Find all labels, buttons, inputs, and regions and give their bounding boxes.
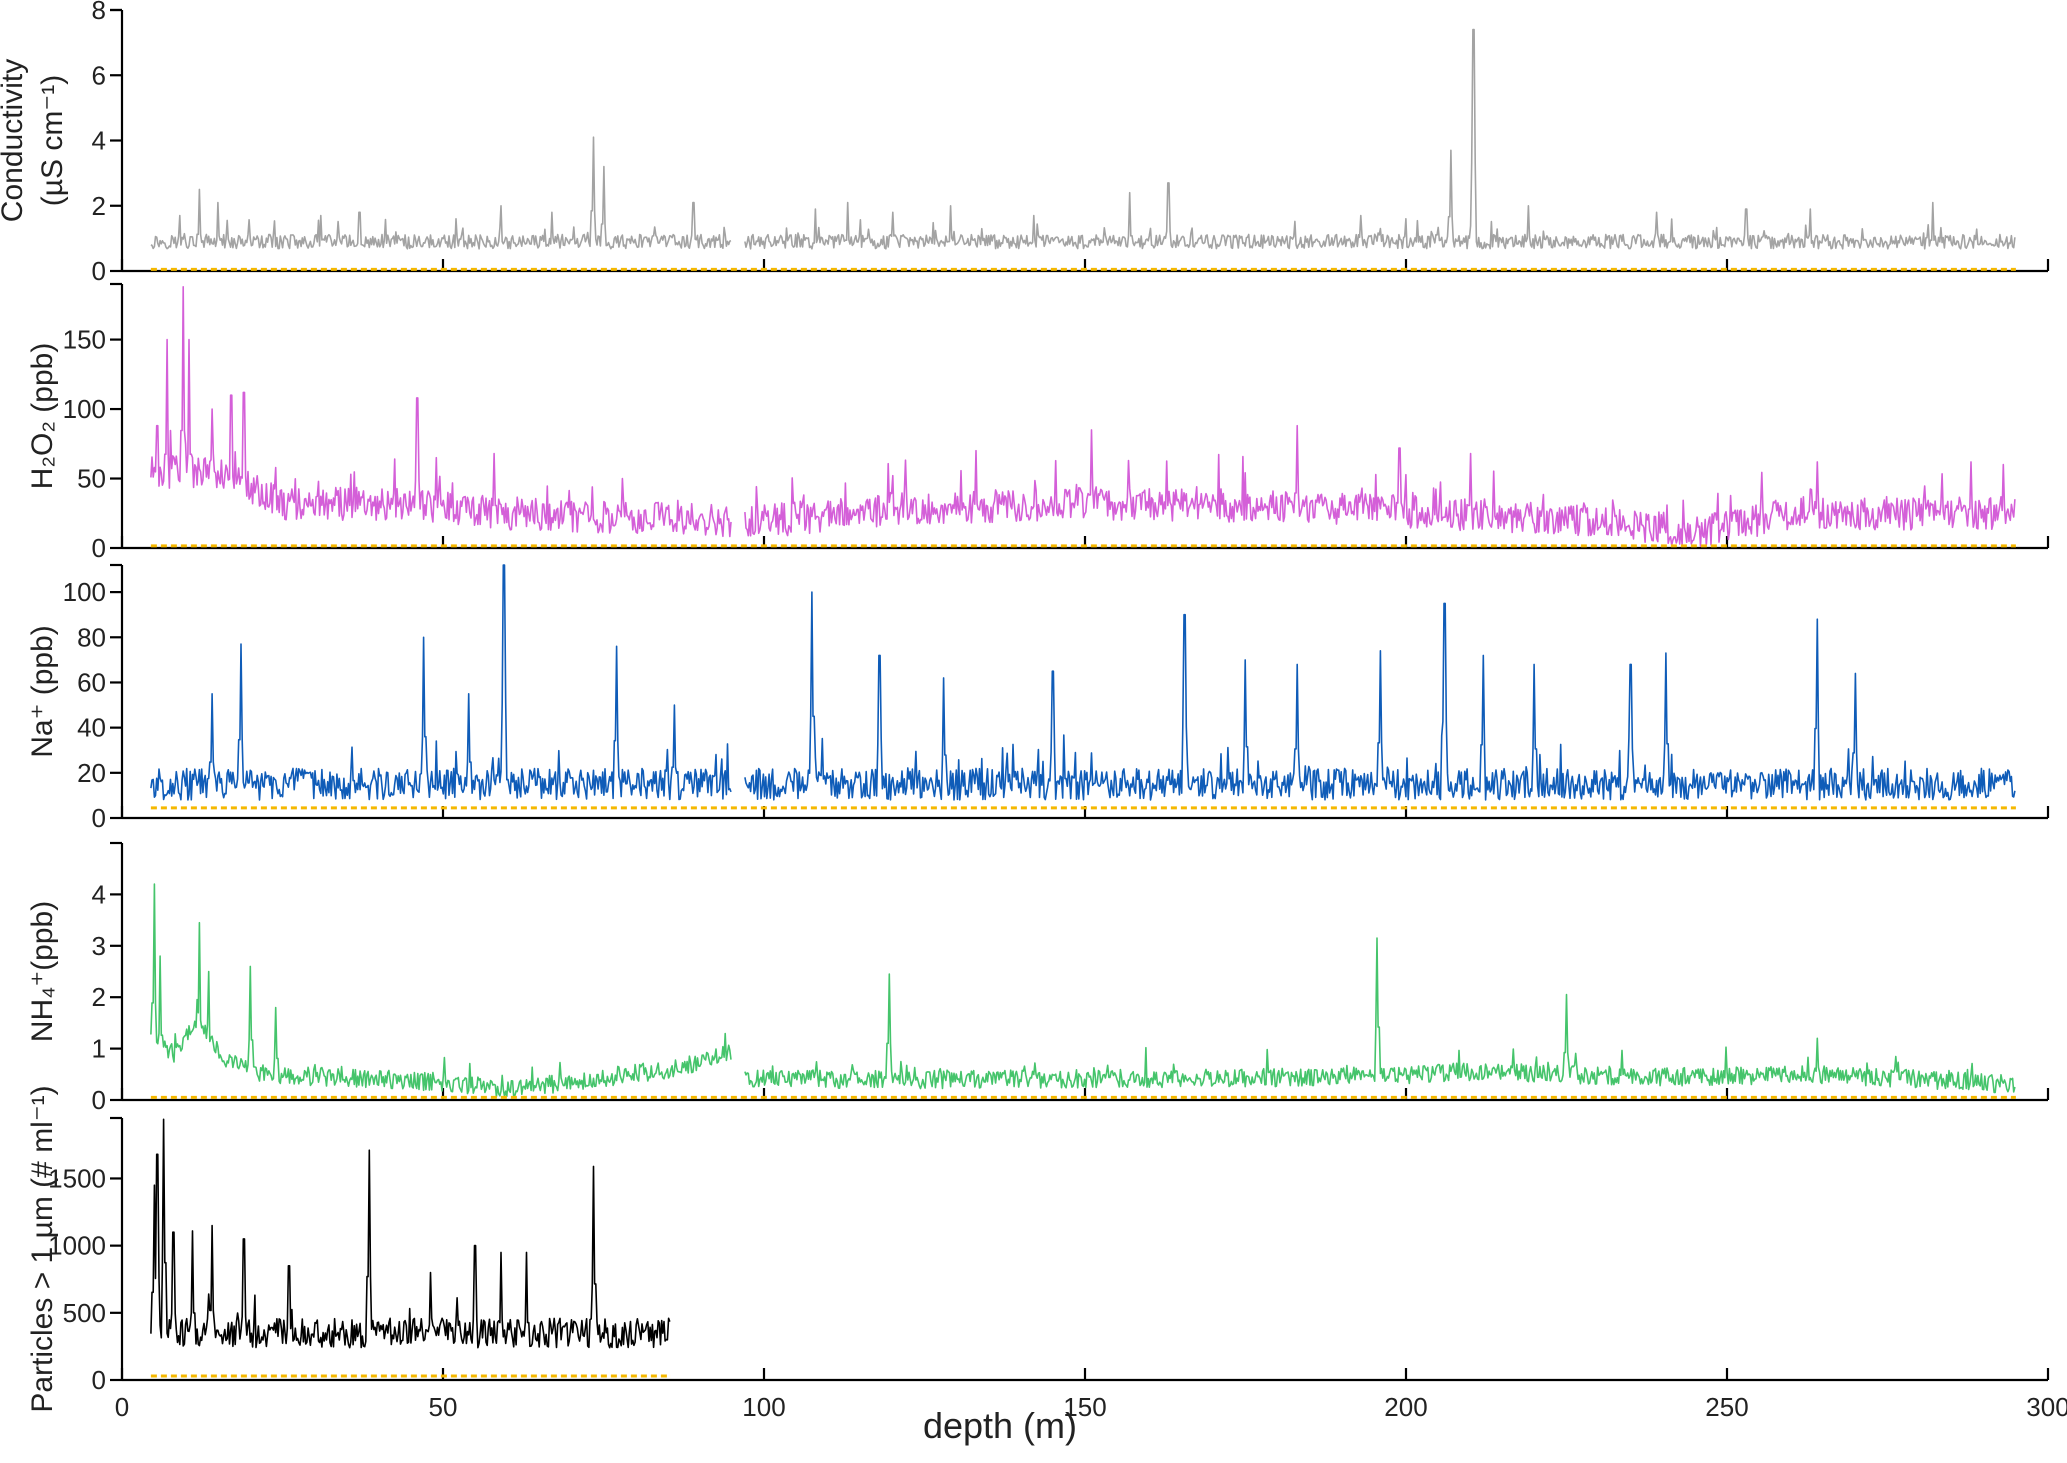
x-tick-label: 0 bbox=[115, 1392, 129, 1422]
x-axis-label: depth (m) bbox=[923, 1405, 1077, 1446]
x-tick-label: 100 bbox=[742, 1392, 785, 1422]
y-tick-label-conductivity: 6 bbox=[92, 60, 106, 90]
y-tick-label-nh4: 4 bbox=[92, 879, 106, 909]
y-tick-label-na: 60 bbox=[77, 667, 106, 697]
y-tick-label-h2o2: 50 bbox=[77, 464, 106, 494]
x-tick-label: 200 bbox=[1384, 1392, 1427, 1422]
series-line-na bbox=[150, 564, 2016, 801]
y-tick-label-h2o2: 100 bbox=[63, 394, 106, 424]
y-tick-label-conductivity: 0 bbox=[92, 256, 106, 286]
y-tick-label-particles: 0 bbox=[92, 1365, 106, 1395]
panel-nh4: 0 1 2 3 4 NH₄⁺(ppb) bbox=[26, 841, 2050, 1115]
y-axis-label-na: Na⁺ (ppb) bbox=[26, 625, 59, 758]
y-axis-label-conductivity: Conductivity bbox=[0, 59, 29, 222]
y-tick-label-nh4: 1 bbox=[92, 1034, 106, 1064]
series-line-conductivity bbox=[150, 28, 2016, 250]
y-axis-label-particles: Particles > 1 µm (# ml⁻¹) bbox=[26, 1085, 59, 1412]
y-tick-label-na: 20 bbox=[77, 758, 106, 788]
x-tick-label: 50 bbox=[429, 1392, 458, 1422]
y-axis-label-h2o2: H₂O₂ (ppb) bbox=[26, 343, 59, 490]
y-tick-label-conductivity: 4 bbox=[92, 126, 106, 156]
y-tick-label-nh4: 3 bbox=[92, 931, 106, 961]
y-tick-label-na: 80 bbox=[77, 622, 106, 652]
y-axis-label-conductivity: (µS cm⁻¹) bbox=[36, 75, 69, 206]
series-line-nh4 bbox=[150, 883, 2016, 1098]
y-tick-label-conductivity: 8 bbox=[92, 0, 106, 25]
y-tick-label-particles: 500 bbox=[63, 1298, 106, 1328]
y-tick-label-nh4: 0 bbox=[92, 1085, 106, 1115]
x-tick-label: 150 bbox=[1063, 1392, 1106, 1422]
y-tick-label-na: 0 bbox=[92, 803, 106, 833]
panel-conductivity: 0 2 4 6 8 Conductivity (µS cm⁻¹) bbox=[0, 0, 2050, 286]
y-tick-label-nh4: 2 bbox=[92, 982, 106, 1012]
y-tick-label-particles: 1500 bbox=[48, 1163, 106, 1193]
series-line-particles bbox=[150, 1118, 671, 1349]
y-tick-label-h2o2: 0 bbox=[92, 533, 106, 563]
x-tick-label: 250 bbox=[1705, 1392, 1748, 1422]
y-tick-label-h2o2: 150 bbox=[63, 325, 106, 355]
y-axis-label-nh4: NH₄⁺(ppb) bbox=[26, 901, 59, 1042]
y-tick-label-particles: 1000 bbox=[48, 1231, 106, 1261]
y-tick-label-conductivity: 2 bbox=[92, 191, 106, 221]
y-tick-label-na: 100 bbox=[63, 577, 106, 607]
series-line-h2o2 bbox=[150, 286, 2016, 547]
x-tick-label: 300 bbox=[2026, 1392, 2067, 1422]
y-tick-label-na: 40 bbox=[77, 713, 106, 743]
